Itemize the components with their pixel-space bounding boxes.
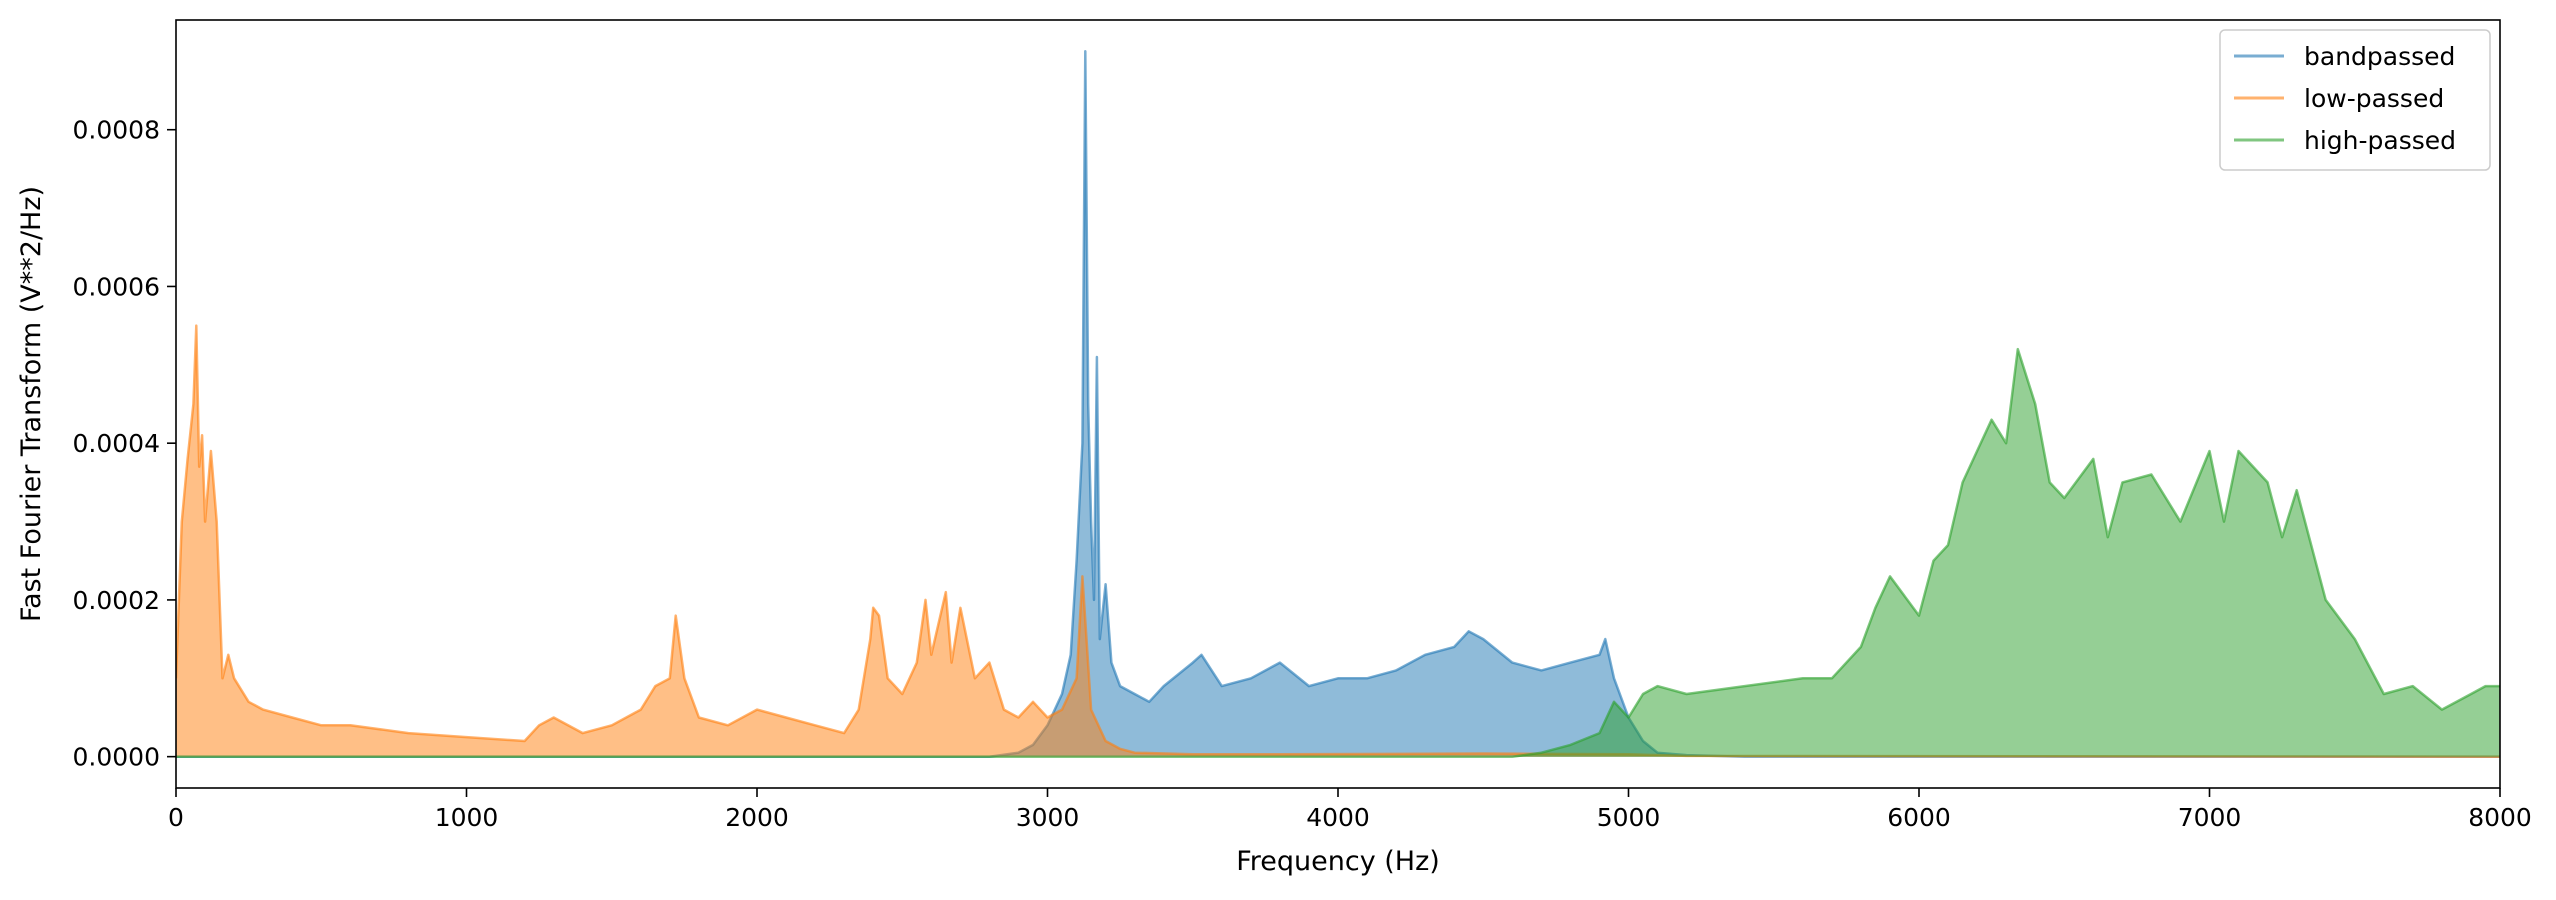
series-area-high-passed (176, 349, 2500, 757)
x-axis-label: Frequency (Hz) (1236, 846, 1440, 877)
plot-area (176, 50, 2500, 758)
x-tick-label: 7000 (2178, 803, 2242, 832)
x-tick-label: 1000 (435, 803, 499, 832)
x-tick-label: 5000 (1597, 803, 1661, 832)
legend-label-bandpassed: bandpassed (2304, 42, 2455, 71)
series-line-low-passed (176, 324, 2500, 758)
y-tick-label: 0.0000 (73, 743, 160, 772)
plot-clip-group (176, 50, 2500, 758)
x-tick-label: 8000 (2468, 803, 2532, 832)
y-tick-label: 0.0004 (73, 429, 160, 458)
legend-box (2219, 29, 2491, 171)
x-tick-label: 4000 (1306, 803, 1370, 832)
axes: 0 1000 2000 3000 4000 5000 6000 7000 8000 0.0000 0… (73, 19, 2532, 832)
y-tick-label: 0.0008 (73, 116, 160, 145)
legend-label-low-passed: low-passed (2304, 84, 2444, 113)
legend: bandpassed low-passed high-passed (2219, 29, 2491, 171)
y-axis-label: Fast Fourier Transform (V**2/Hz) (16, 186, 47, 622)
x-tick-label: 0 (168, 803, 184, 832)
y-tick-label: 0.0002 (73, 586, 160, 615)
x-tick-label: 3000 (1016, 803, 1080, 832)
x-tick-label: 6000 (1887, 803, 1951, 832)
legend-label-high-passed: high-passed (2304, 126, 2456, 155)
x-tick-label: 2000 (725, 803, 789, 832)
series-line-high-passed (176, 347, 2500, 758)
y-tick-label: 0.0006 (73, 272, 160, 301)
series-line-bandpassed (176, 50, 2500, 758)
